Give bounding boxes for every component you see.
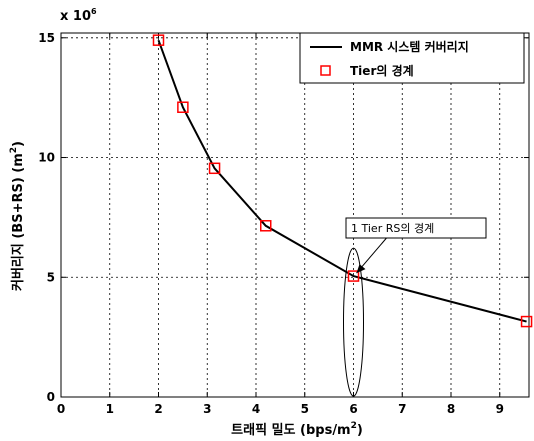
y-axis-label-superscript: 2 (9, 147, 19, 153)
tier-boundary-marker (520, 315, 533, 328)
legend-box (299, 32, 525, 84)
tier-boundary-marker (208, 162, 221, 175)
x-axis-label-superscript: 2 (351, 421, 357, 431)
y-tick-label: 5 (47, 270, 55, 284)
x-tick-label: 4 (252, 402, 260, 416)
annotation-arrowhead (356, 264, 366, 274)
plot-area-frame (60, 32, 530, 398)
x-tick-label: 0 (57, 402, 65, 416)
tier-boundary-marker (260, 220, 272, 232)
x-axis-label: 트래픽 밀도 (bps/m2) (231, 421, 363, 438)
legend-marker-sample (320, 65, 331, 76)
tier-boundary-marker (347, 270, 360, 282)
annotation-box (345, 217, 487, 239)
grid-lines (61, 33, 529, 397)
legend-entry-line-label: MMR 시스템 커버리지 (350, 39, 469, 54)
x-tick-label: 8 (447, 402, 455, 416)
y-axis-scale-exponent: 6 (91, 7, 97, 16)
legend-entry-marker-label: Tier의 경계 (350, 63, 414, 78)
y-tick-label: 15 (38, 31, 55, 45)
y-axis-scale-text: x 10 (60, 9, 91, 24)
annotation-ellipse (343, 247, 364, 397)
x-tick-label: 3 (203, 402, 211, 416)
x-tick-label: 2 (154, 402, 162, 416)
x-tick-label: 7 (398, 402, 406, 416)
series-layer (152, 34, 533, 328)
y-axis-scale-factor: x 106 (60, 7, 97, 24)
y-tick-label: 0 (47, 390, 55, 404)
tier-boundary-marker (177, 101, 189, 113)
annotation: 1 Tier RS의 경계 (343, 217, 487, 397)
coverage-line (157, 39, 527, 323)
x-axis-label-close: ) (357, 423, 363, 438)
x-tick-label: 6 (349, 402, 357, 416)
y-axis-label-close: ) (11, 141, 26, 147)
y-axis-label: 커버리지 (BS+RS) (m2) (9, 141, 26, 291)
x-axis-label-text: 트래픽 밀도 (bps/m (231, 422, 350, 438)
annotation-text: 1 Tier RS의 경계 (351, 222, 434, 235)
tier-boundary-marker (152, 34, 165, 46)
x-tick-label: 5 (301, 402, 309, 416)
legend: MMR 시스템 커버리지 Tier의 경계 (299, 32, 525, 84)
x-tick-label: 9 (496, 402, 504, 416)
y-axis-label-text: 커버리지 (BS+RS) (m (10, 153, 26, 291)
y-tick-label: 10 (38, 151, 55, 165)
x-tick-label: 1 (106, 402, 114, 416)
